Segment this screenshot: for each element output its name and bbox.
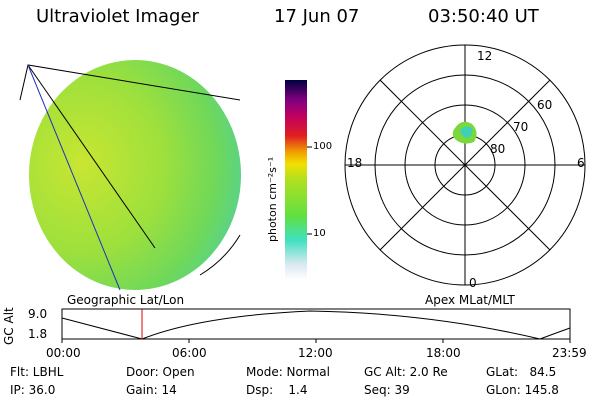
date-label: 17 Jun 07 (274, 6, 360, 27)
status-gc-alt: GC Alt: 2.0 Re (364, 365, 448, 379)
mlt-label-12: 12 (477, 49, 493, 63)
mlt-label-6: 6 (577, 156, 585, 170)
altitude-tick-low: 1.8 (28, 327, 48, 341)
colorbar-tick-10: 10 (313, 228, 326, 239)
colorbar-tick-100: 100 (313, 141, 333, 152)
time-tick-0600: 06:00 (172, 346, 207, 360)
status-gain: Gain: 14 (126, 383, 177, 397)
meridian-line-black (27, 64, 156, 249)
earth-disk (29, 60, 241, 290)
status-glat: GLat: 84.5 (486, 365, 557, 379)
status-ip: IP: 36.0 (10, 383, 56, 397)
status-glon: GLon: 145.8 (486, 383, 559, 397)
time-tick-0000: 00:00 (46, 346, 81, 360)
altitude-tick-high: 9.0 (28, 307, 48, 321)
status-flt: Flt: LBHL (10, 365, 64, 379)
status-seq: Seq: 39 (364, 383, 410, 397)
limb-arc (199, 234, 241, 276)
altitude-axis-label: GC Alt (2, 307, 16, 345)
altitude-curve (61, 310, 571, 340)
status-dsp: Dsp: 1.4 (246, 383, 308, 397)
time-tick-1200: 12:00 (298, 346, 333, 360)
lat-label-60: 60 (537, 98, 553, 112)
meridian-line-blue (27, 64, 121, 291)
status-mode: Mode: Normal (246, 365, 330, 379)
apex-panel-label: Apex MLat/MLT (425, 293, 515, 307)
time-tick-1800: 18:00 (426, 346, 461, 360)
lat-label-70: 70 (513, 120, 529, 134)
mlt-label-0: 0 (469, 276, 477, 290)
status-door: Door: Open (126, 365, 195, 379)
time-tick-2359: 23:59 (552, 346, 587, 360)
lat-label-80: 80 (490, 142, 506, 156)
time-label: 03:50:40 UT (428, 6, 539, 27)
instrument-title: Ultraviolet Imager (36, 6, 199, 27)
mlt-label-18: 18 (347, 156, 363, 170)
geographic-panel-label: Geographic Lat/Lon (67, 293, 185, 307)
colorbar-scale (285, 80, 307, 280)
